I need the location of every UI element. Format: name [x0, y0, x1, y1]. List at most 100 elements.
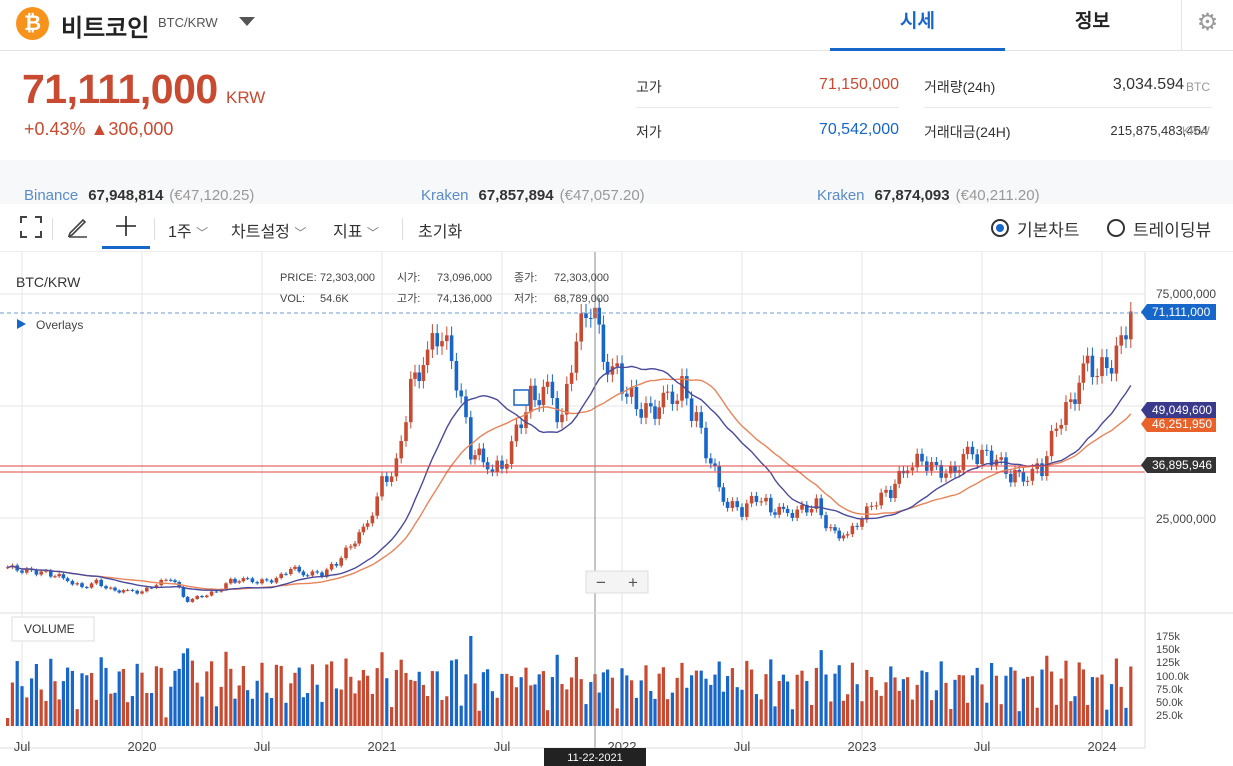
volume-bar	[906, 677, 910, 726]
volume-bar	[889, 666, 893, 726]
volume-bar	[961, 675, 965, 726]
crosshair-tool[interactable]	[102, 204, 150, 249]
volume-bar	[1114, 658, 1118, 726]
price-tag-label: 36,895,946	[1152, 458, 1212, 472]
gear-icon[interactable]: ⚙	[1181, 0, 1233, 51]
volume-bar	[75, 709, 79, 726]
candlestick-chart[interactable]: BTC/KRW Overlays PRICE: 72,303,000 VOL: …	[0, 252, 1233, 766]
volume-bar	[113, 692, 117, 726]
exchange-item[interactable]: Binance 67,948,814 (€47,120.25)	[24, 187, 255, 204]
candle-body	[135, 590, 139, 594]
y-tick-label: 25,000,000	[1156, 512, 1216, 526]
exchange-item[interactable]: Kraken 67,874,093 (€40,211.20)	[817, 187, 1040, 204]
candle-body	[939, 465, 943, 478]
candle-body	[910, 467, 915, 471]
volume-bar	[730, 668, 734, 726]
candle-body	[1119, 335, 1123, 346]
volume-bar	[426, 696, 430, 726]
tab-info[interactable]: 정보	[1075, 11, 1110, 32]
candle-body	[459, 390, 463, 397]
zoom-controls[interactable]: − +	[585, 570, 649, 594]
price-tag-ma-long: 46,251,950	[1141, 416, 1216, 432]
overlays-label[interactable]: Overlays	[36, 318, 83, 332]
draw-pencil-icon[interactable]	[66, 216, 90, 240]
candle-body	[634, 386, 639, 410]
volume-bar	[615, 708, 619, 726]
volume-bar	[1124, 707, 1128, 726]
candle-body	[730, 501, 735, 508]
candle-body	[605, 361, 610, 375]
candle-body	[579, 313, 583, 342]
candle-body	[869, 505, 874, 507]
reset-button[interactable]: 초기화	[418, 224, 463, 241]
svg-text:100.0k: 100.0k	[1156, 671, 1190, 683]
fullscreen-icon[interactable]	[20, 216, 42, 238]
volume-bar	[229, 668, 233, 726]
volume-bar	[833, 673, 837, 726]
candle-body	[200, 595, 204, 598]
candle-body	[721, 487, 726, 502]
volume-bar	[334, 688, 338, 726]
radio-basic-chart[interactable]	[991, 219, 1009, 237]
chart-grid	[0, 252, 1145, 748]
candle-body	[409, 378, 413, 423]
candle-body	[694, 412, 699, 422]
radio-tradingview[interactable]	[1107, 219, 1125, 237]
volume-bar	[344, 658, 348, 726]
chevron-down-icon[interactable]	[239, 17, 255, 26]
candle-body	[725, 501, 730, 508]
candle-body	[893, 483, 897, 499]
candle-body	[269, 580, 274, 583]
volume-bar	[117, 671, 121, 726]
volume-bar	[837, 665, 841, 726]
volume-bar	[274, 664, 278, 726]
tradingview-label[interactable]: 트레이딩뷰	[1133, 221, 1212, 240]
candle-body	[1009, 473, 1013, 483]
volume-bar	[224, 651, 228, 726]
basic-chart-label[interactable]: 기본차트	[1017, 221, 1080, 240]
tab-price[interactable]: 시세	[830, 0, 1005, 51]
candle-body	[657, 407, 661, 419]
candle-body	[920, 453, 924, 462]
volume-bar	[717, 661, 721, 726]
candle-body	[781, 506, 786, 509]
candle-body	[829, 527, 833, 529]
candle-body	[805, 504, 809, 513]
volume-bar	[661, 667, 665, 726]
candle-body	[745, 503, 749, 517]
volume-bar	[675, 677, 679, 726]
candle-body	[265, 579, 269, 581]
candle-body	[985, 449, 989, 451]
x-tick-label: 2024	[1088, 739, 1117, 754]
volume-bar	[841, 700, 845, 726]
volume-bar	[181, 653, 185, 726]
candle-body	[375, 496, 379, 516]
candle-body	[699, 412, 703, 428]
candle-body	[440, 341, 444, 347]
amount-value: 215,875,483,454	[1110, 123, 1208, 138]
volume-bar	[164, 717, 168, 726]
volume-bar	[289, 683, 293, 726]
current-price: 71,111,000	[22, 66, 218, 112]
volume-bar	[210, 661, 214, 726]
indicators-menu[interactable]: 지표 ﹀	[333, 224, 379, 241]
volume-bar	[349, 676, 353, 726]
volume-bar	[939, 661, 943, 726]
candle-body	[250, 578, 255, 583]
chart-settings-menu[interactable]: 차트설정 ﹀	[231, 224, 307, 241]
candle-body	[260, 579, 264, 584]
volume-bar	[375, 668, 379, 726]
candle-body	[320, 572, 324, 577]
volume-bar	[630, 680, 634, 726]
volume-bar	[901, 679, 905, 726]
candle-body	[1013, 470, 1017, 483]
candle-body	[205, 595, 209, 598]
interval-select[interactable]: 1주 ﹀	[168, 224, 209, 241]
volume-bar	[361, 669, 365, 726]
exchange-item[interactable]: Kraken 67,857,894 (€47,057.20)	[421, 187, 645, 204]
candle-body	[1085, 355, 1090, 364]
volume-label-box: VOLUME	[11, 616, 95, 642]
candle-body	[670, 391, 675, 404]
candle-body	[99, 579, 103, 587]
candle-body	[965, 446, 970, 455]
